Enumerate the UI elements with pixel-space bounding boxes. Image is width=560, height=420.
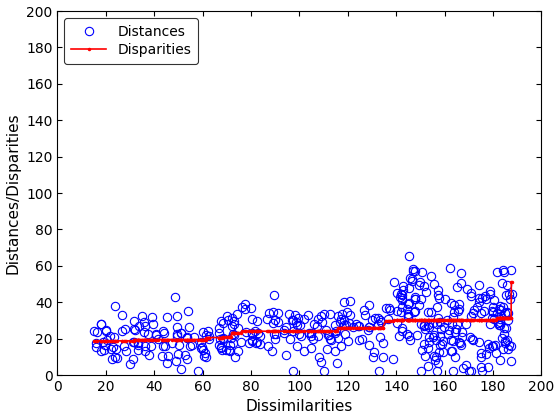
Disparities (505, 316, 512, 321)
Distances (406, 253, 413, 258)
Distances (132, 328, 138, 333)
Disparities (501, 316, 507, 321)
Distances (220, 336, 226, 341)
Distances (114, 356, 120, 361)
Disparities (184, 337, 190, 342)
Distances (289, 369, 296, 374)
X-axis label: Dissimilarities: Dissimilarities (246, 399, 353, 415)
Line: Distances: Distances (90, 252, 516, 375)
Disparities (435, 318, 441, 323)
Disparities (509, 279, 516, 284)
Distances (463, 362, 470, 367)
Y-axis label: Distances/Disparities: Distances/Disparities (6, 112, 21, 274)
Legend: Distances, Disparities: Distances, Disparities (64, 18, 198, 64)
Disparities (153, 337, 160, 342)
Distances (468, 293, 474, 298)
Disparities (508, 279, 515, 284)
Distances (502, 310, 508, 315)
Disparities (91, 338, 97, 343)
Distances (405, 315, 412, 320)
Disparities (396, 318, 403, 323)
Line: Disparities: Disparities (92, 280, 514, 343)
Distances (397, 294, 404, 299)
